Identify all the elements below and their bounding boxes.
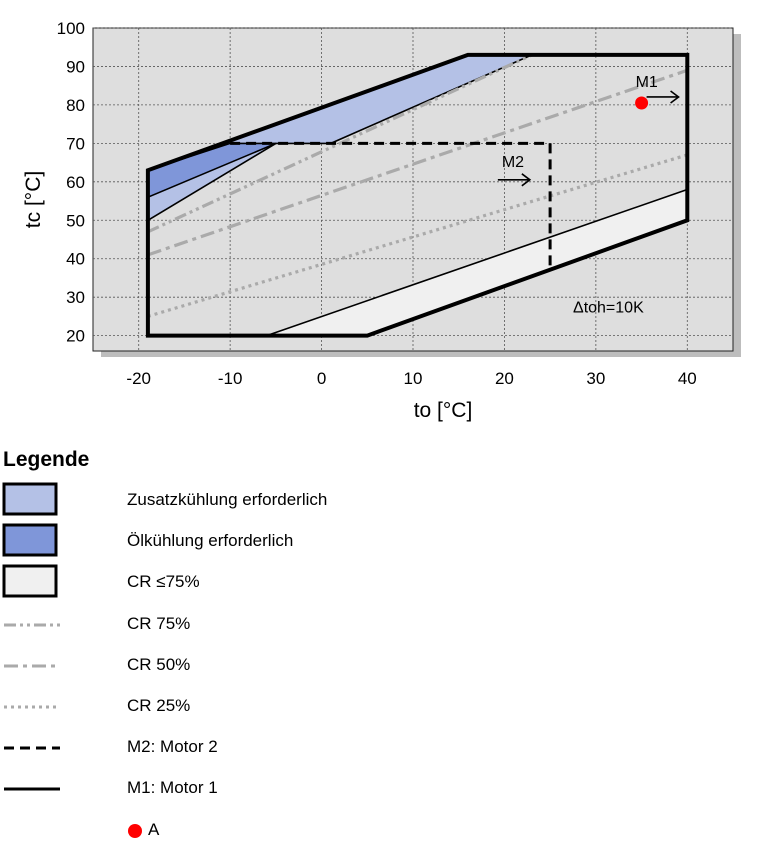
y-tick-label: 60 [66, 173, 85, 192]
x-axis-title: to [°C] [414, 399, 473, 422]
series-line [147, 53, 533, 234]
x-tick-label: 10 [404, 369, 423, 388]
legend-item: M2: Motor 2 [0, 729, 760, 763]
legend-item: CR ≤75% [0, 564, 760, 598]
marks: M1 M2 [497, 74, 680, 187]
legend-label: M2: Motor 2 [127, 737, 218, 757]
legend-swatch-dot [128, 823, 142, 838]
delta-toh-annotation: Δtoh=10K [573, 300, 644, 317]
legend-dot [128, 823, 142, 838]
legend-swatch-box [2, 564, 58, 598]
legend-item: Zusatzkühlung erforderlich [0, 482, 760, 516]
y-tick-label: 90 [66, 57, 85, 76]
legend-swatch-line [4, 623, 60, 627]
y-tick-label: 100 [57, 19, 85, 38]
point-a [635, 96, 649, 110]
y-tick-label: 80 [66, 96, 85, 115]
x-tick-label: -10 [218, 369, 243, 388]
legend-swatch-fill [2, 482, 58, 516]
y-tick-label: 70 [66, 134, 85, 153]
y-axis-title: tc [°C] [22, 171, 45, 228]
legend-swatch-box [2, 523, 58, 557]
legend-swatch-line [4, 746, 60, 750]
m2-arrow-head [521, 173, 532, 187]
legend-item: M1: Motor 1 [0, 770, 760, 804]
x-tick-label: 0 [317, 369, 326, 388]
m2-label: M2 [502, 154, 524, 171]
x-tick-label: 20 [495, 369, 514, 388]
legend-swatch-fill [2, 564, 58, 598]
legend-item: CR 25% [0, 688, 760, 722]
legend-item: Ölkühlung erforderlich [0, 523, 760, 557]
legend-swatch-line [4, 705, 60, 709]
legend-label: Ölkühlung erforderlich [127, 531, 294, 551]
legend-label: CR 50% [127, 654, 191, 674]
legend-item: CR 50% [0, 647, 760, 681]
envelope-m2 [230, 141, 552, 271]
x-tick-label: -20 [126, 369, 151, 388]
legend-item: CR 75% [0, 606, 760, 640]
legend-label: M1: Motor 1 [127, 778, 218, 798]
legend-item: A [0, 812, 760, 846]
legend-swatch-line [4, 664, 60, 668]
y-tick-label: 40 [66, 250, 85, 269]
y-tick-label: 30 [66, 288, 85, 307]
x-tick-label: 30 [586, 369, 605, 388]
y-tick-label: 20 [66, 327, 85, 346]
legend-label: CR 25% [127, 696, 191, 715]
legend-title: Legende [3, 448, 90, 471]
envelope-m1 [145, 52, 690, 338]
y-tick-label: 50 [66, 211, 85, 230]
m1-label: M1 [636, 74, 658, 91]
legend-swatch-fill [2, 523, 58, 557]
m1-arrow-head [670, 90, 680, 104]
legend-label: CR ≤75% [127, 572, 200, 592]
series-lines [147, 53, 688, 318]
envelopes [145, 52, 690, 338]
legend-label: Zusatzkühlung erforderlich [127, 490, 328, 509]
legend-label: CR 75% [127, 613, 191, 633]
series-line [147, 153, 688, 318]
legend-swatch-box [2, 482, 58, 516]
x-tick-label: 40 [678, 369, 697, 388]
series-line [147, 68, 688, 257]
legend-label: A [148, 819, 160, 839]
legend-swatch-line [4, 787, 60, 791]
tick-labels: -20 -10 0 10 20 30 40 20 30 40 50 60 70 80 90 100 [57, 19, 697, 388]
